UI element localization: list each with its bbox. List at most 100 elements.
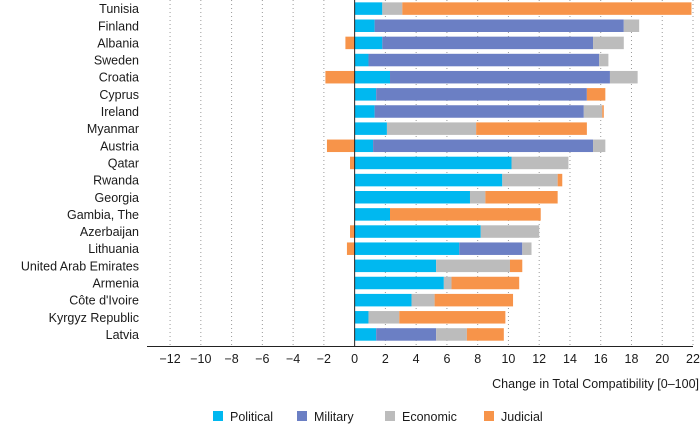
bar-military-croatia: [390, 70, 610, 84]
legend-label: Economic: [402, 410, 457, 424]
category-label: Cyprus: [99, 88, 139, 102]
category-label: Rwanda: [93, 174, 139, 188]
category-label: Gambia, The: [67, 208, 139, 222]
bar-economic-rwanda: [502, 173, 558, 187]
category-label: Austria: [100, 139, 139, 153]
x-tick-label: 18: [625, 352, 639, 366]
bar-political-croatia: [354, 70, 391, 84]
x-tick-label: 2: [382, 352, 389, 366]
x-tick-label: 12: [532, 352, 546, 366]
legend: Political Military Economic Judicial: [213, 410, 543, 424]
x-tick-label: 22: [686, 352, 700, 366]
bar-economic-c-te-d-ivoire: [411, 293, 435, 307]
bar-economic-azerbaijan: [480, 225, 540, 238]
x-tick-label: −10: [190, 352, 211, 366]
bar-political-ireland: [354, 105, 375, 118]
bar-judicial-united-arab-emirates: [509, 259, 523, 273]
bar-political-qatar: [354, 156, 512, 170]
x-tick-label: 6: [443, 352, 450, 366]
legend-swatch: [297, 411, 307, 421]
bar-judicial-albania: [345, 36, 355, 50]
bar-political-albania: [354, 36, 383, 50]
bar-judicial-ireland: [602, 105, 604, 118]
bar-judicial-georgia: [485, 191, 558, 204]
bar-judicial-latvia: [466, 328, 504, 341]
bar-series: [325, 0, 692, 346]
bar-political-sweden: [354, 53, 369, 67]
bar-military-latvia: [376, 328, 437, 341]
bar-political-armenia: [354, 276, 444, 290]
bar-economic-myanmar: [386, 122, 477, 135]
bar-judicial-croatia: [325, 70, 355, 84]
category-label: Latvia: [106, 328, 139, 342]
bar-military-austria: [373, 139, 594, 153]
category-label: Lithuania: [88, 242, 139, 256]
bar-political-rwanda: [354, 173, 503, 187]
bar-economic-albania: [593, 36, 624, 50]
bar-political-cyprus: [354, 88, 377, 101]
bar-economic-ireland: [583, 105, 603, 118]
x-tick-label: −2: [317, 352, 331, 366]
bar-economic-austria: [593, 139, 606, 153]
category-label: Croatia: [99, 71, 139, 85]
legend-label: Political: [230, 410, 273, 424]
x-tick-label: −6: [255, 352, 269, 366]
bar-economic-sweden: [599, 53, 609, 67]
bar-economic-latvia: [436, 328, 467, 341]
legend-swatch: [484, 411, 494, 421]
bar-economic-croatia: [609, 70, 638, 84]
category-label: Myanmar: [87, 122, 139, 136]
bar-political-kyrgyz-republic: [354, 311, 369, 324]
bar-political-finland: [354, 19, 375, 32]
category-label: Albania: [97, 36, 139, 50]
legend-swatch: [385, 411, 395, 421]
bar-judicial-lithuania: [346, 242, 355, 255]
bar-military-sweden: [368, 53, 600, 67]
bar-judicial-azerbaijan: [350, 225, 355, 238]
bar-economic-lithuania: [522, 242, 532, 255]
category-label: Kyrgyz Republic: [49, 311, 139, 325]
x-tick-label: 8: [474, 352, 481, 366]
category-label: Côte d'Ivoire: [69, 294, 139, 308]
bar-military-albania: [382, 36, 594, 50]
bar-military-ireland: [374, 105, 584, 118]
bar-political-austria: [354, 139, 374, 153]
bar-economic-qatar: [511, 156, 569, 170]
bar-economic-georgia: [469, 191, 486, 204]
x-tick-label: 20: [655, 352, 669, 366]
x-tick-label: 10: [501, 352, 515, 366]
category-label: United Arab Emirates: [21, 259, 139, 273]
x-tick-label: 14: [563, 352, 577, 366]
category-label: Tunisia: [99, 2, 139, 16]
legend-label: Judicial: [501, 410, 543, 424]
bar-judicial-kyrgyz-republic: [399, 311, 506, 324]
bar-political-united-arab-emirates: [354, 259, 437, 273]
x-tick-label: −4: [286, 352, 300, 366]
x-tick-label: 4: [413, 352, 420, 366]
bar-military-cyprus: [376, 88, 587, 101]
bar-political-myanmar: [354, 122, 387, 135]
category-label: Sweden: [94, 54, 139, 68]
bar-judicial-c-te-d-ivoire: [434, 293, 514, 307]
legend-swatch: [213, 411, 223, 421]
bar-judicial-qatar: [350, 156, 355, 170]
bar-economic-kyrgyz-republic: [368, 311, 400, 324]
bar-political-c-te-d-ivoire: [354, 293, 412, 307]
x-tick-label: 0: [351, 352, 358, 366]
bar-judicial-armenia: [451, 276, 520, 290]
x-axis-title: Change in Total Compatibility [0–100]: [492, 377, 699, 391]
bar-military-finland: [374, 19, 624, 32]
category-label: Qatar: [108, 156, 139, 170]
x-tick-label: −12: [159, 352, 180, 366]
bar-political-gambia-the: [354, 208, 391, 221]
bar-military-lithuania: [459, 242, 523, 255]
bar-economic-armenia: [443, 276, 452, 290]
category-label: Armenia: [92, 277, 139, 291]
category-label: Ireland: [101, 105, 139, 119]
bar-judicial-cyprus: [586, 88, 606, 101]
bar-judicial-austria: [326, 139, 355, 153]
bar-political-azerbaijan: [354, 225, 481, 238]
bar-economic-finland: [623, 19, 640, 32]
legend-label: Military: [314, 410, 354, 424]
